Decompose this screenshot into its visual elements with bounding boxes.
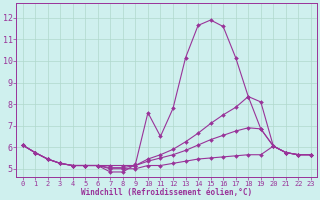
X-axis label: Windchill (Refroidissement éolien,°C): Windchill (Refroidissement éolien,°C) bbox=[81, 188, 252, 197]
